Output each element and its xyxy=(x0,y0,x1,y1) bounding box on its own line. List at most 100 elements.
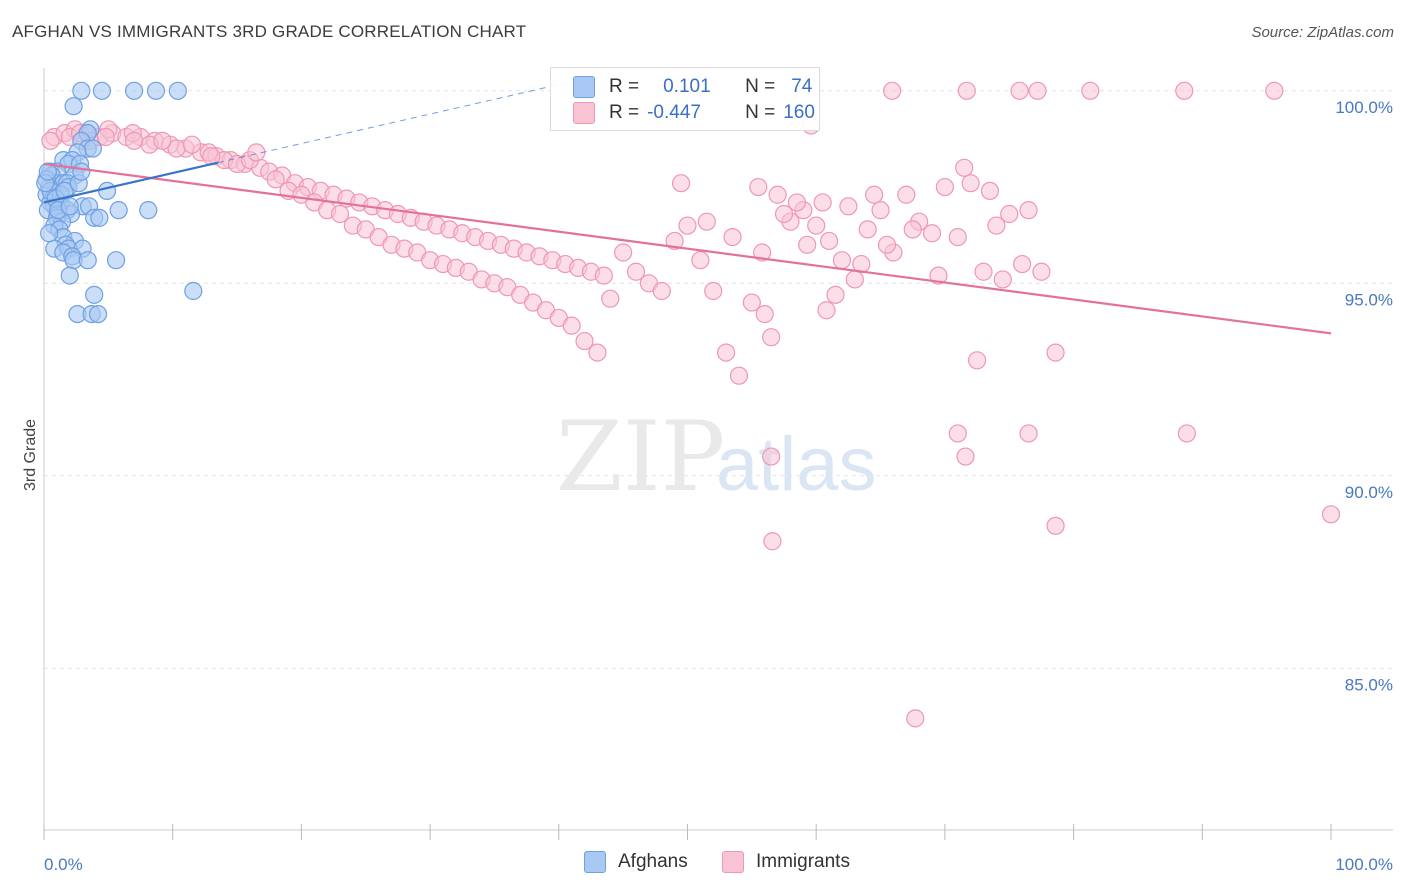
immigrants-r-value: -0.447 xyxy=(647,102,701,123)
immigrants-point xyxy=(993,270,1012,289)
immigrants-point xyxy=(671,174,691,193)
immigrants-point xyxy=(839,197,858,216)
immigrants-point xyxy=(753,243,772,262)
immigrants-point xyxy=(1013,254,1032,274)
immigrants-point xyxy=(153,131,172,150)
source-credit: Source: ZipAtlas.com xyxy=(1251,24,1394,41)
immigrants-point xyxy=(1081,81,1100,100)
immigrants-point xyxy=(762,447,781,466)
immigrants-point xyxy=(614,243,633,262)
immigrants-point xyxy=(762,328,781,347)
immigrants-point xyxy=(883,81,902,100)
immigrants-point xyxy=(1046,516,1065,535)
afghans-point xyxy=(60,266,79,285)
immigrants-point xyxy=(124,131,144,150)
immigrants-point xyxy=(845,270,864,289)
immigrants-point xyxy=(922,224,942,243)
immigrants-point xyxy=(774,204,794,224)
afghans-point xyxy=(124,81,144,100)
immigrants-point xyxy=(817,301,836,320)
immigrants-point xyxy=(717,343,736,362)
stats-row-afghans: R = 0.101 N = 74 xyxy=(573,74,812,100)
y-tick-label: 95.0% xyxy=(1345,290,1393,309)
immigrants-point xyxy=(807,216,826,235)
immigrants-point xyxy=(575,331,594,351)
afghans-point xyxy=(60,197,79,216)
x-tick-label: 0.0% xyxy=(44,855,83,874)
afghans-swatch xyxy=(573,76,595,98)
afghans-point xyxy=(97,181,117,200)
immigrants-point xyxy=(626,262,646,281)
watermark: ZIP atlas xyxy=(556,401,877,513)
immigrants-point xyxy=(858,220,877,239)
immigrants-point xyxy=(948,424,967,443)
immigrants-point xyxy=(819,231,839,251)
trend-layer xyxy=(43,82,1332,335)
immigrants-point xyxy=(729,366,749,385)
immigrants-point xyxy=(1177,424,1196,443)
grid-layer xyxy=(44,90,1393,669)
immigrants-swatch xyxy=(573,102,595,124)
immigrants-point xyxy=(1010,81,1029,100)
immigrants-point xyxy=(588,343,607,362)
afghans-point xyxy=(72,162,91,181)
legend-item-immigrants[interactable]: Immigrants xyxy=(722,851,850,873)
immigrants-point xyxy=(594,266,613,285)
watermark-zip: ZIP xyxy=(556,401,725,513)
afghans-point xyxy=(38,162,57,181)
immigrants-point xyxy=(182,135,202,154)
immigrants-point xyxy=(906,709,925,728)
legend-item-afghans[interactable]: Afghans xyxy=(584,851,688,873)
y-axis-title: 3rd Grade xyxy=(22,419,39,491)
immigrants-point xyxy=(691,251,710,270)
immigrants-point xyxy=(832,251,852,270)
immigrants-point xyxy=(652,281,671,301)
immigrants-point xyxy=(1019,424,1038,443)
immigrants-point xyxy=(96,127,115,147)
immigrants-point xyxy=(1321,505,1341,524)
chart-title: AFGHAN VS IMMIGRANTS 3RD GRADE CORRELATI… xyxy=(12,22,527,41)
afghans-point xyxy=(64,97,83,116)
immigrants-r-label: R = xyxy=(609,102,640,123)
afghans-r-label: R = xyxy=(609,76,640,97)
immigrants-point xyxy=(1000,204,1019,224)
y-tick-label: 90.0% xyxy=(1345,483,1393,502)
afghans-r-value: 0.101 xyxy=(663,76,711,97)
immigrants-trendline xyxy=(43,162,1332,335)
immigrants-point xyxy=(41,131,60,150)
immigrants-point xyxy=(1032,262,1051,281)
afghans-point xyxy=(85,285,104,304)
afghans-point xyxy=(72,81,91,100)
afghans-point xyxy=(106,251,126,270)
immigrants-point xyxy=(974,262,993,281)
immigrants-point xyxy=(865,185,884,204)
immigrants-point xyxy=(961,174,980,193)
immigrants-point xyxy=(929,266,948,285)
afghans-point xyxy=(109,201,128,220)
points-layer xyxy=(36,81,1341,728)
immigrants-point xyxy=(877,235,897,254)
labels-layer: 100.0% 95.0% 90.0% 85.0% 0.0% 100.0% 3rd Grade xyxy=(22,98,1393,874)
stats-row-immigrants: R = -0.447 N = 160 xyxy=(573,100,815,126)
immigrants-point xyxy=(665,231,684,251)
immigrants-point xyxy=(1175,81,1194,100)
immigrants-point xyxy=(562,316,581,335)
afghans-trendline-extension xyxy=(217,82,566,164)
immigrants-point xyxy=(247,143,266,162)
immigrants-point xyxy=(697,212,716,231)
immigrants-point xyxy=(957,81,976,100)
immigrants-point xyxy=(948,228,967,247)
afghans-point xyxy=(92,81,112,100)
x-tick-label: 100.0% xyxy=(1335,855,1393,874)
stats-legend: R = 0.101 N = 74 R = -0.447 N = 160 xyxy=(550,67,820,131)
immigrants-point xyxy=(1019,201,1038,220)
immigrants-point xyxy=(935,177,955,197)
immigrants-point xyxy=(813,193,832,212)
series-legend: Afghans Immigrants xyxy=(0,851,1406,879)
afghans-point xyxy=(139,201,158,220)
immigrants-point xyxy=(897,185,916,204)
immigrants-point xyxy=(742,293,761,312)
immigrants-point xyxy=(723,228,742,247)
afghans-point xyxy=(184,281,203,301)
immigrants-point xyxy=(266,170,285,189)
